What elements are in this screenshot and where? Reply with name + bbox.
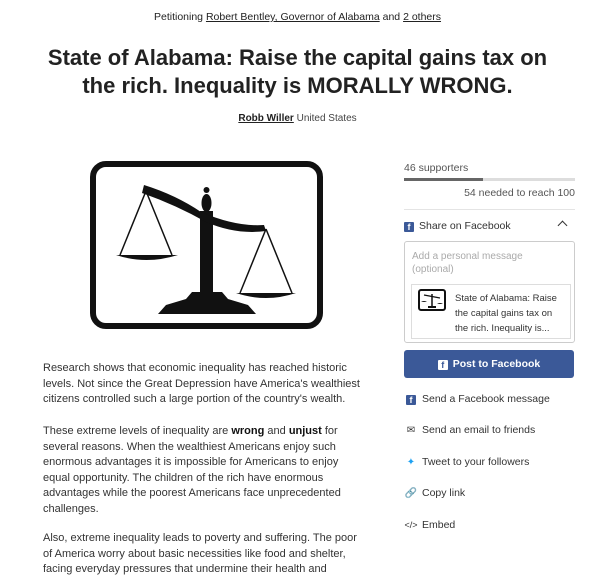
- twitter-icon: ✦: [406, 457, 416, 468]
- petition-image: [90, 161, 323, 329]
- divider: [404, 209, 575, 210]
- emphasis-unjust: unjust: [288, 425, 322, 437]
- facebook-icon: f: [406, 395, 416, 405]
- and-text: and: [382, 11, 401, 23]
- petition-title: State of Alabama: Raise the capital gain…: [47, 45, 548, 98]
- tweet-link[interactable]: ✦ Tweet to your followers: [404, 456, 575, 472]
- send-email-link[interactable]: ✉ Send an email to friends: [404, 424, 575, 440]
- facebook-icon: f: [404, 222, 414, 232]
- supporter-count: 46 supporters: [404, 162, 469, 174]
- send-facebook-message-link[interactable]: f Send a Facebook message: [404, 393, 575, 409]
- link-icon: 🔗: [404, 488, 418, 499]
- scales-icon: [421, 294, 443, 308]
- body-paragraph-3: Also, extreme inequality leads to povert…: [43, 532, 357, 575]
- body-paragraph-2: These extreme levels of inequality are w…: [43, 425, 341, 515]
- author-location: United States: [296, 113, 357, 124]
- chevron-up-icon[interactable]: [557, 220, 568, 231]
- post-to-facebook-button[interactable]: f Post to Facebook: [404, 350, 574, 378]
- needed-count: 54 needed to reach 100: [464, 187, 575, 199]
- preview-text: State of Alabama: Raise the capital gain…: [455, 293, 557, 334]
- facebook-share-box: Add a personal message (optional) State …: [404, 241, 575, 343]
- share-facebook-label: Share on Facebook: [419, 220, 511, 232]
- author-name-link[interactable]: Robb Willer: [238, 113, 294, 124]
- scales-icon: [116, 185, 296, 314]
- others-link[interactable]: 2 others: [403, 11, 442, 23]
- progress-bar: [404, 178, 575, 181]
- code-icon: </>: [404, 520, 418, 530]
- author-line: Robb Willer United States: [0, 113, 595, 124]
- progress-fill: [404, 178, 483, 181]
- petitioning-prefix: Petitioning: [153, 11, 204, 23]
- preview-thumbnail: [418, 289, 446, 311]
- copy-link[interactable]: 🔗 Copy link: [404, 487, 466, 499]
- share-preview-card: State of Alabama: Raise the capital gain…: [411, 284, 571, 339]
- share-facebook-toggle[interactable]: f Share on Facebook: [404, 220, 575, 234]
- facebook-icon: f: [437, 360, 448, 370]
- target-link[interactable]: Robert Bentley, Governor of Alabama: [205, 11, 380, 23]
- emphasis-wrong: wrong: [231, 425, 265, 437]
- envelope-icon: ✉: [406, 425, 416, 436]
- body-paragraph-1: Research shows that economic inequality …: [43, 362, 360, 405]
- petition-targets: Petitioning Robert Bentley, Governor of …: [0, 11, 595, 23]
- personal-message-input[interactable]: Add a personal message (optional): [412, 251, 523, 275]
- embed-link[interactable]: </> Embed: [404, 519, 456, 531]
